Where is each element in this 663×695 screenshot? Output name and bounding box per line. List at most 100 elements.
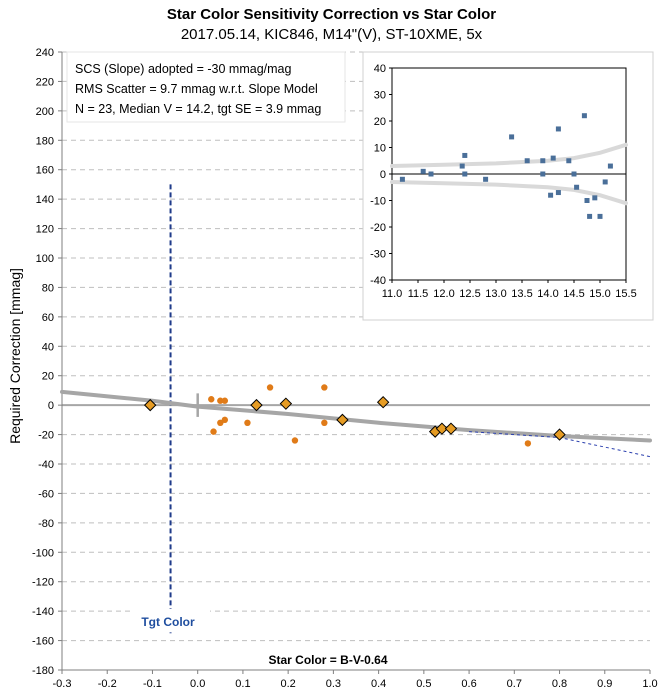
inset-point	[587, 213, 593, 219]
diamond-point	[553, 428, 566, 441]
inset-point	[459, 163, 465, 169]
y-tick-label: -80	[38, 518, 54, 530]
inset-point	[550, 155, 556, 161]
inset-point	[571, 171, 577, 177]
inset-point	[584, 198, 590, 203]
inset-point	[524, 158, 530, 164]
x-tick-label: 0.4	[371, 678, 386, 690]
chart-title: Star Color Sensitivity Correction vs Sta…	[166, 6, 497, 23]
inset-x-tick-label: 11.0	[382, 288, 403, 300]
inset-point	[462, 152, 468, 158]
inset-y-tick-label: 10	[374, 143, 386, 155]
inset-y-tick-label: 40	[374, 63, 386, 75]
inset-y-tick-label: 20	[374, 116, 386, 128]
y-tick-label: 40	[42, 341, 54, 353]
circle-point	[217, 419, 224, 426]
inset-point	[602, 179, 608, 185]
circle-point	[221, 397, 229, 404]
inset-envelope-upper	[390, 142, 628, 169]
stats-rms: RMS Scatter = 9.7 mmag w.r.t. Slope Mode…	[75, 82, 318, 96]
inset-y-tick-label: 0	[380, 169, 386, 181]
x-tick-label: 0.6	[461, 678, 476, 690]
y-tick-label: -40	[38, 459, 54, 471]
inset-point	[548, 192, 554, 198]
tgt-color-label: Tgt Color	[141, 615, 195, 629]
inset-y-tick-label: -10	[370, 196, 386, 208]
inset-x-tick-label: 14.0	[537, 288, 558, 300]
circle-point	[321, 384, 328, 391]
y-tick-label: 240	[36, 47, 54, 59]
x-tick-label: 0.5	[416, 678, 431, 690]
inset-chart: -40 -30 -20 -10 0 10 20 30 40 11.0 11.5 12.0 12.5 13.…	[370, 63, 637, 300]
circle-point	[524, 440, 532, 447]
diamond-point	[143, 398, 157, 412]
x-tick-label: 1.0	[642, 678, 657, 690]
x-tick-label: -0.3	[53, 678, 72, 690]
main-series	[60, 184, 652, 634]
diamond-point	[444, 422, 458, 435]
x-tick-label: 0.9	[597, 678, 612, 690]
inset-y-tick-label: -40	[370, 275, 386, 287]
y-tick-label: 140	[36, 194, 54, 206]
y-tick-label: 120	[36, 224, 54, 236]
diamond-point	[336, 413, 349, 427]
y-tick-label: -140	[32, 606, 54, 618]
stats-box	[66, 51, 346, 123]
diamond-point	[435, 422, 449, 435]
y-tick-label: 200	[36, 106, 54, 118]
inset-point	[462, 171, 468, 177]
y-tick-label: 0	[48, 400, 54, 412]
inset-x-tick-label: 13.0	[485, 288, 506, 300]
x-tick-label: 0.0	[190, 678, 205, 690]
y-tick-label: -100	[32, 547, 54, 559]
y-tick-label: 60	[42, 312, 54, 324]
inset-point	[540, 158, 546, 164]
inset-point	[597, 213, 603, 219]
y-tick-label: -20	[38, 430, 54, 442]
inset-point	[420, 168, 426, 174]
tgt-color-label-bg	[132, 609, 210, 631]
y-tick-label: 220	[36, 76, 54, 88]
y-axis-label: Required Correction [mmag]	[7, 268, 23, 444]
x-tick-label: 0.3	[326, 678, 341, 690]
circle-point	[217, 397, 224, 404]
inset-y-tick-label: 30	[374, 90, 386, 102]
inset-envelope-lower	[390, 179, 628, 206]
inset-x-tick-label: 12.0	[433, 288, 454, 300]
circle-point	[210, 428, 217, 435]
chart-subtitle: 2017.05.14, KIC846, M14"(V), ST-10XME, 5…	[180, 26, 483, 43]
x-tick-label: -0.2	[98, 678, 117, 690]
circle-point	[266, 384, 274, 391]
inset-point	[509, 134, 515, 140]
x-tick-label: 0.1	[235, 678, 250, 690]
inset-point	[399, 176, 405, 182]
y-tick-label: 20	[42, 371, 54, 383]
inset-x-tick-label: 15.5	[615, 288, 636, 300]
y-tick-label: -180	[32, 665, 54, 677]
y-tick-label: -160	[32, 636, 54, 648]
circle-point	[221, 416, 229, 424]
inset-point	[555, 126, 561, 132]
inset-point	[574, 184, 580, 190]
y-tick-label: 80	[42, 282, 54, 294]
y-tick-label: -60	[38, 488, 54, 500]
diamond-point	[279, 397, 293, 410]
y-tick-label: 160	[36, 165, 54, 177]
circle-point	[244, 419, 251, 426]
inset-point	[566, 158, 572, 164]
x-tick-label: 0.7	[507, 678, 522, 690]
x-axis-label: Star Color = B-V-0.64	[268, 653, 387, 667]
inset-point	[607, 163, 613, 169]
inset-x-tick-label: 15.0	[589, 288, 610, 300]
inset-point	[581, 113, 587, 119]
stats-slope: SCS (Slope) adopted = -30 mmag/mag	[75, 62, 291, 76]
diamond-point	[250, 398, 263, 412]
inset-x-tick-label: 13.5	[511, 288, 532, 300]
y-tick-label: -120	[32, 577, 54, 589]
x-tick-label: -0.1	[143, 678, 162, 690]
inset-point	[428, 171, 434, 177]
x-tick-label: 0.8	[552, 678, 567, 690]
circle-point	[208, 396, 215, 403]
circle-point	[321, 419, 328, 426]
